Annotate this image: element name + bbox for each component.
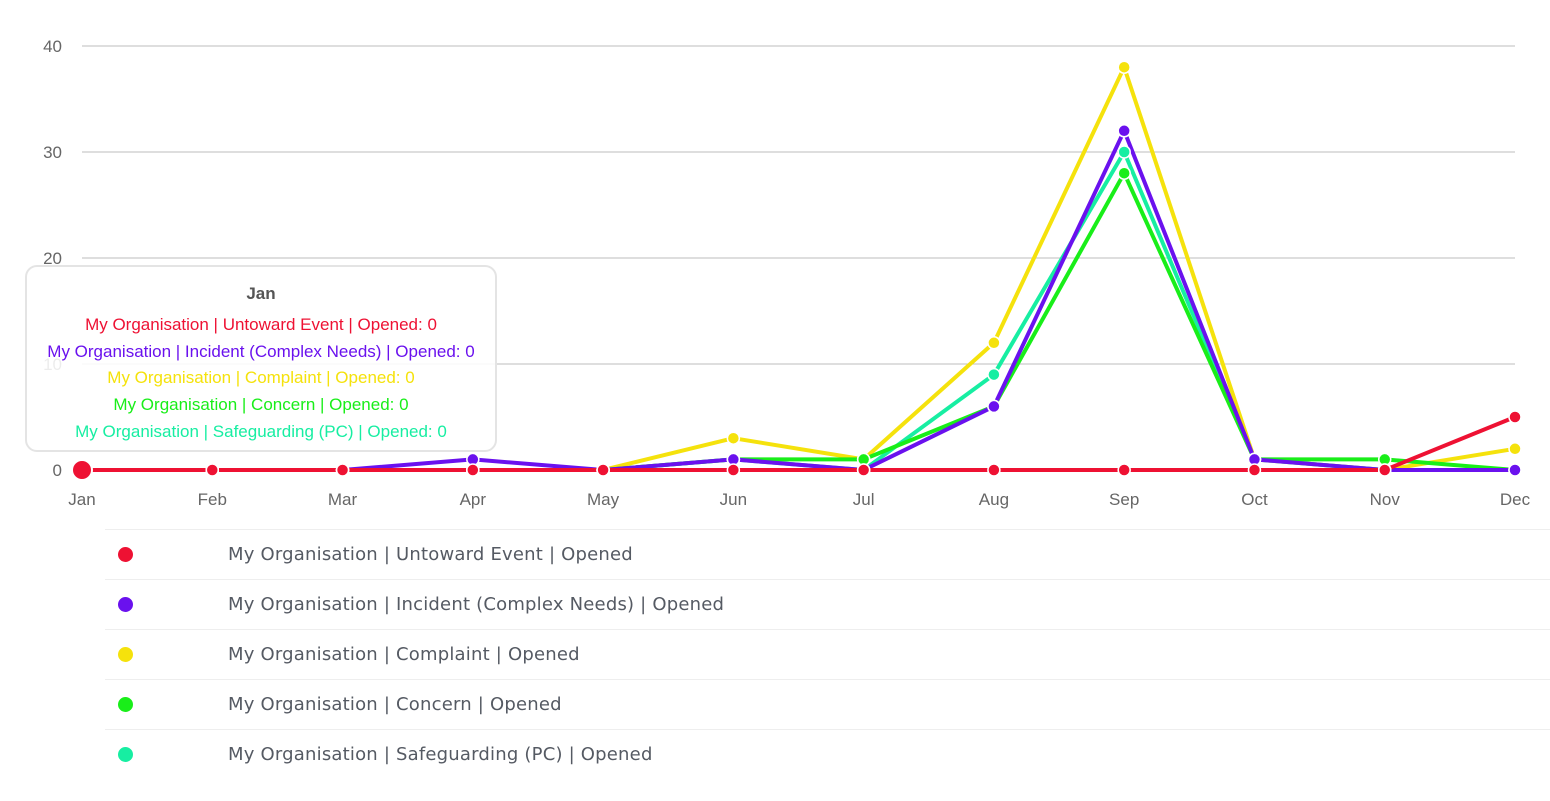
- data-point[interactable]: [1117, 60, 1131, 74]
- data-point[interactable]: [1117, 124, 1131, 138]
- data-point[interactable]: [466, 463, 480, 477]
- legend-label: My Organisation | Untoward Event | Opene…: [228, 544, 633, 565]
- y-tick-label: 40: [43, 37, 62, 56]
- data-point[interactable]: [856, 463, 871, 477]
- tooltip-line-concern: My Organisation | Concern | Opened: 0: [113, 395, 409, 415]
- legend-item-concern[interactable]: My Organisation | Concern | Opened: [105, 679, 1550, 729]
- data-point[interactable]: [987, 463, 1001, 477]
- legend-dot: [118, 697, 133, 712]
- data-point[interactable]: [726, 431, 741, 445]
- data-point[interactable]: [335, 463, 350, 477]
- x-tick-label: Sep: [1109, 490, 1139, 509]
- x-tick-label: Nov: [1370, 490, 1401, 509]
- legend-item-complaint[interactable]: My Organisation | Complaint | Opened: [105, 629, 1550, 679]
- legend-dot: [118, 747, 133, 762]
- series-lines: [80, 65, 1517, 472]
- x-tick-label: Oct: [1241, 490, 1268, 509]
- legend-dot: [118, 547, 133, 562]
- data-point[interactable]: [1377, 463, 1392, 477]
- data-point[interactable]: [205, 463, 220, 477]
- tooltip-line-complaint: My Organisation | Complaint | Opened: 0: [107, 368, 415, 388]
- chart-legend: My Organisation | Untoward Event | Opene…: [105, 529, 1550, 779]
- x-tick-label: Jun: [720, 490, 747, 509]
- x-axis-ticks: Jan Feb Mar Apr May Jun Jul Aug Sep Oct Nov Dec: [68, 490, 1530, 509]
- data-point[interactable]: [1117, 166, 1131, 180]
- y-tick-label: 0: [53, 461, 62, 480]
- data-point[interactable]: [1117, 463, 1131, 477]
- y-tick-label: 20: [43, 249, 62, 268]
- tooltip-line-untoward-event: My Organisation | Untoward Event | Opene…: [85, 315, 437, 334]
- data-point[interactable]: [987, 367, 1001, 382]
- data-point[interactable]: [1508, 463, 1522, 477]
- data-point[interactable]: [1117, 145, 1131, 159]
- data-point[interactable]: [987, 336, 1001, 350]
- data-point[interactable]: [987, 399, 1001, 414]
- tooltip-line-safeguarding: My Organisation | Safeguarding (PC) | Op…: [75, 421, 447, 441]
- y-tick-label: 30: [43, 143, 62, 162]
- x-tick-label: Jan: [68, 490, 95, 509]
- legend-label: My Organisation | Safeguarding (PC) | Op…: [228, 744, 653, 765]
- x-tick-label: Mar: [328, 490, 358, 509]
- data-point[interactable]: [596, 463, 610, 477]
- x-tick-label: Aug: [979, 490, 1009, 509]
- line-chart: 010203040 JanFebMarAprMayJunJulAugSepOct…: [43, 37, 1531, 509]
- legend-label: My Organisation | Concern | Opened: [228, 694, 562, 715]
- x-tick-label: Apr: [460, 490, 487, 509]
- data-point[interactable]: [1508, 442, 1522, 456]
- legend-dot: [118, 647, 133, 662]
- grid-lines: [82, 45, 1515, 365]
- legend-item-untoward-event[interactable]: My Organisation | Untoward Event | Opene…: [105, 529, 1550, 579]
- x-tick-label: May: [587, 490, 620, 509]
- tooltip-line-incident-complex-needs: My Organisation | Incident (Complex Need…: [47, 341, 475, 361]
- data-point[interactable]: [726, 463, 741, 477]
- hover-tooltip: Jan My Organisation | Untoward Event | O…: [25, 265, 497, 452]
- x-tick-label: Feb: [198, 490, 227, 509]
- x-tick-label: Dec: [1500, 490, 1531, 509]
- legend-label: My Organisation | Incident (Complex Need…: [228, 594, 725, 615]
- legend-item-incident-complex-needs[interactable]: My Organisation | Incident (Complex Need…: [105, 579, 1550, 629]
- series-points: [71, 60, 1522, 481]
- tooltip-title: Jan: [246, 284, 276, 303]
- legend-label: My Organisation | Complaint | Opened: [228, 644, 580, 665]
- x-tick-label: Jul: [853, 490, 875, 509]
- series-line: [80, 415, 1517, 472]
- hovered-point[interactable]: [71, 459, 93, 481]
- legend-dot: [118, 597, 133, 612]
- data-point[interactable]: [1508, 410, 1522, 424]
- data-point[interactable]: [1247, 463, 1262, 477]
- legend-item-safeguarding[interactable]: My Organisation | Safeguarding (PC) | Op…: [105, 729, 1550, 779]
